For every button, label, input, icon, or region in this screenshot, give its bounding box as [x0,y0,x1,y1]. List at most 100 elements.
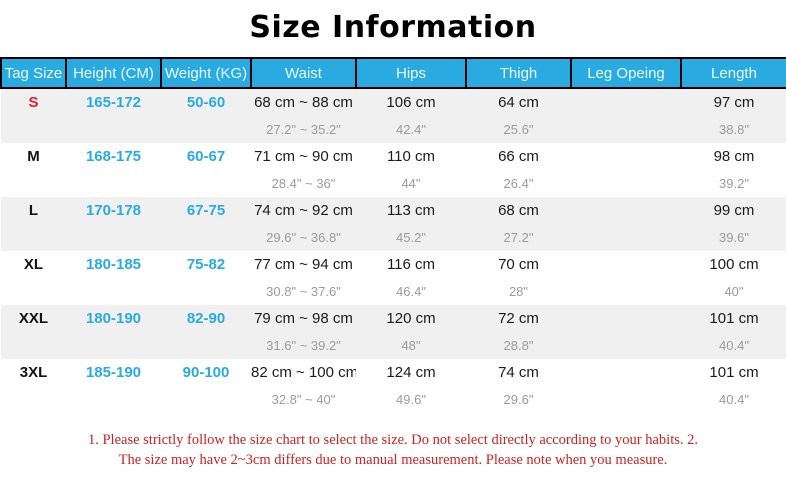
empty-cell [66,116,161,143]
thigh-inch-cell: 27.2" [466,224,571,251]
waist-inch-cell: 31.6" ~ 39.2" [251,332,356,359]
thigh-inch-cell: 26.4" [503,176,534,191]
table-row-3xl-cm: 3XL 185-190 90-100 82 cm ~ 100 cm 124 cm… [1,359,786,386]
empty-cell [161,386,251,413]
hips-cm-cell: 110 cm [386,148,436,165]
leg-opening-cm-cell [571,143,681,170]
length-cm-cell: 101 cm [681,305,786,332]
thigh-cm-cell: 72 cm [466,305,571,332]
weight-cell: 90-100 [182,364,230,381]
tag-size-cell: XXL [1,305,66,332]
weight-cell: 50-60 [161,88,251,116]
waist-inch-cell: 30.8" ~ 37.6" [266,284,341,299]
empty-cell [161,332,251,359]
length-inch-cell: 40" [724,284,744,299]
leg-opening-inch-cell [571,170,681,197]
empty-cell [161,116,251,143]
length-inch-cell: 40.4" [681,332,786,359]
column-header-leg-opening: Leg Opeing [570,57,682,89]
tag-size-cell: L [1,197,66,224]
leg-opening-inch-cell [571,224,681,251]
height-cell: 180-185 [85,256,142,273]
length-cm-cell: 100 cm [709,256,759,273]
length-cm-cell: 98 cm [713,148,755,165]
column-header-waist: Waist [250,57,357,89]
empty-cell [161,278,251,305]
empty-cell [66,170,161,197]
hips-inch-cell: 45.2" [356,224,466,251]
thigh-cm-cell: 74 cm [498,364,539,381]
empty-cell [66,278,161,305]
table-row-xxl-inch: 31.6" ~ 39.2" 48" 28.8" 40.4" [1,332,786,359]
waist-inch-cell: 28.4" ~ 36" [271,176,336,191]
thigh-inch-cell: 29.6" [503,392,534,407]
length-inch-cell: 39.2" [719,176,749,191]
hips-cm-cell: 116 cm [386,256,436,273]
waist-inch-cell: 32.8" ~ 40" [271,392,336,407]
hips-inch-cell: 44" [401,176,421,191]
weight-cell: 60-67 [186,148,226,165]
column-header-height: Height (CM) [65,57,162,89]
table-row-m-inch: 28.4" ~ 36" 44" 26.4" 39.2" [1,170,786,197]
hips-inch-cell: 48" [356,332,466,359]
empty-cell [1,278,66,305]
tag-size-cell: XL [23,256,44,273]
leg-opening-cm-cell [571,197,681,224]
hips-inch-cell: 42.4" [356,116,466,143]
waist-cm-cell: 74 cm ~ 92 cm [251,197,356,224]
note-line-1: 1. Please strictly follow the size chart… [87,432,699,448]
waist-cm-cell: 79 cm ~ 98 cm [251,305,356,332]
column-header-hips: Hips [355,57,467,89]
height-cell: 185-190 [85,364,142,381]
header-row: Tag Size Height (CM) Weight (KG) Waist H… [0,57,786,89]
hips-inch-cell: 49.6" [396,392,426,407]
weight-cell: 67-75 [161,197,251,224]
table-row-m-cm: M 168-175 60-67 71 cm ~ 90 cm 110 cm 66 … [1,143,786,170]
leg-opening-inch-cell [571,116,681,143]
height-cell: 180-190 [66,305,161,332]
thigh-inch-cell: 28.8" [466,332,571,359]
hips-cm-cell: 113 cm [356,197,466,224]
empty-cell [1,116,66,143]
tag-size-cell: M [27,148,40,165]
empty-cell [1,332,66,359]
empty-cell [66,224,161,251]
thigh-cm-cell: 70 cm [498,256,539,273]
waist-cm-cell: 68 cm ~ 88 cm [251,88,356,116]
empty-cell [66,332,161,359]
height-cell: 170-178 [66,197,161,224]
table-row-3xl-inch: 32.8" ~ 40" 49.6" 29.6" 40.4" [1,386,786,413]
empty-cell [161,224,251,251]
waist-cm-cell: 71 cm ~ 90 cm [254,148,353,165]
thigh-inch-cell: 25.6" [466,116,571,143]
size-table: Tag Size Height (CM) Weight (KG) Waist H… [0,57,786,413]
tag-size-cell: 3XL [19,364,48,381]
length-inch-cell: 39.6" [681,224,786,251]
empty-cell [161,170,251,197]
thigh-cm-cell: 66 cm [498,148,539,165]
empty-cell [1,170,66,197]
empty-cell [1,386,66,413]
length-cm-cell: 97 cm [681,88,786,116]
size-info-page: Size Information Tag Size Height (CM) We… [0,10,786,468]
column-header-tag-size: Tag Size [0,57,67,89]
table-row-s-inch: 27.2" ~ 35.2" 42.4" 25.6" 38.8" [1,116,786,143]
leg-opening-inch-cell [571,332,681,359]
table-row-l-cm: L 170-178 67-75 74 cm ~ 92 cm 113 cm 68 … [1,197,786,224]
table-row-l-inch: 29.6" ~ 36.8" 45.2" 27.2" 39.6" [1,224,786,251]
thigh-cm-cell: 64 cm [466,88,571,116]
tag-size-cell: S [1,88,66,116]
hips-cm-cell: 106 cm [356,88,466,116]
leg-opening-inch-cell [571,278,681,305]
empty-cell [1,224,66,251]
hips-cm-cell: 120 cm [356,305,466,332]
column-header-thigh: Thigh [465,57,572,89]
length-inch-cell: 40.4" [719,392,749,407]
height-cell: 168-175 [85,148,142,165]
length-inch-cell: 38.8" [681,116,786,143]
leg-opening-cm-cell [571,359,681,386]
column-header-weight: Weight (KG) [160,57,252,89]
height-cell: 165-172 [66,88,161,116]
hips-cm-cell: 124 cm [386,364,436,381]
waist-inch-cell: 29.6" ~ 36.8" [251,224,356,251]
